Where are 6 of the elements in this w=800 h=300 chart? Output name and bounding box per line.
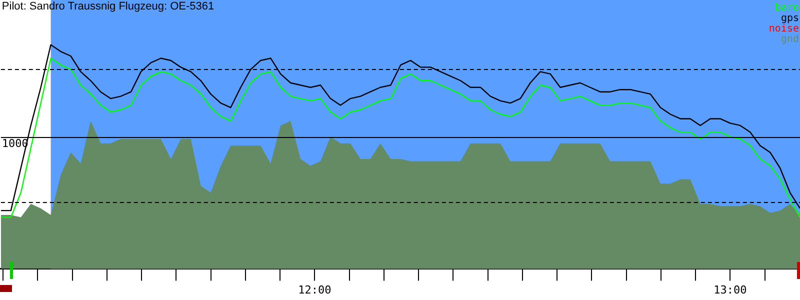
text: gnd: [780, 34, 799, 46]
x-tick-label: 12:00: [298, 283, 332, 296]
text: baro: [774, 2, 799, 14]
x-tick-label: 13:00: [714, 283, 747, 296]
legend-label: noise: [768, 24, 799, 35]
text: gps: [780, 13, 799, 24]
